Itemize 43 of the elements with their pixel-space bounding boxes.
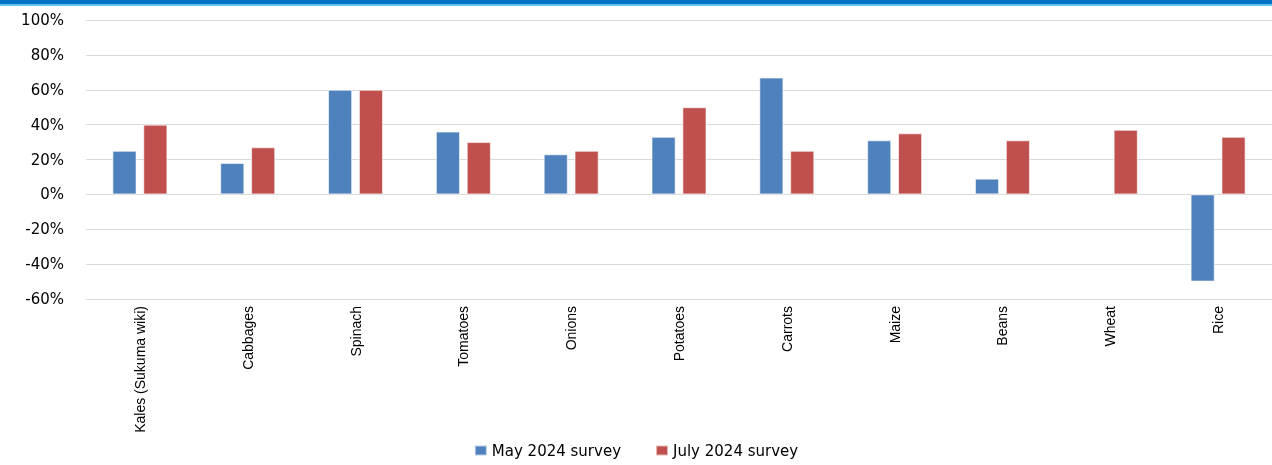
bar bbox=[1005, 140, 1030, 195]
bar bbox=[543, 154, 568, 195]
x-tick-label: Cabbages bbox=[239, 306, 256, 370]
bar bbox=[435, 131, 460, 195]
bar bbox=[898, 133, 923, 195]
y-tick-label: 20% bbox=[30, 150, 64, 169]
x-tick-label: Rice bbox=[1210, 305, 1227, 335]
bar bbox=[759, 77, 784, 195]
x-tick-label: Maize bbox=[886, 305, 903, 344]
bar bbox=[574, 150, 599, 195]
y-tick-label: 100% bbox=[21, 11, 64, 29]
bar bbox=[466, 142, 491, 195]
y-tick-label: -20% bbox=[25, 220, 64, 239]
y-tick-label: -40% bbox=[25, 255, 64, 274]
legend-label: May 2024 survey bbox=[491, 441, 622, 460]
bar bbox=[220, 162, 245, 195]
y-tick-label: 80% bbox=[30, 45, 64, 64]
bar bbox=[1221, 136, 1246, 195]
x-tick-label: Beans bbox=[994, 306, 1011, 346]
x-tick-label: Potatoes bbox=[671, 306, 687, 362]
bar bbox=[651, 136, 676, 195]
bar bbox=[358, 89, 384, 195]
bar bbox=[790, 150, 815, 195]
x-tick-label: Wheat bbox=[1102, 305, 1119, 347]
bar bbox=[1113, 129, 1138, 195]
bar bbox=[974, 178, 1000, 195]
bar bbox=[328, 89, 353, 195]
bar bbox=[112, 150, 137, 195]
bar bbox=[251, 147, 276, 195]
bar bbox=[682, 107, 707, 195]
x-tick-label: Onions bbox=[563, 306, 580, 351]
x-tick-label: Tomatoes bbox=[455, 306, 472, 367]
y-tick-label: -60% bbox=[25, 290, 64, 308]
x-tick-label: Carrots bbox=[778, 306, 795, 352]
y-tick-label: 40% bbox=[30, 115, 64, 134]
y-tick-label: 60% bbox=[30, 80, 64, 99]
x-tick-label: Kales (Sukuma wiki) bbox=[131, 306, 148, 433]
x-tick-label: Spinach bbox=[347, 306, 364, 357]
legend-label: July 2024 survey bbox=[672, 441, 799, 460]
bar bbox=[1190, 194, 1215, 282]
bar bbox=[143, 124, 168, 195]
bar bbox=[867, 140, 892, 195]
y-tick-label: 0% bbox=[40, 185, 64, 204]
